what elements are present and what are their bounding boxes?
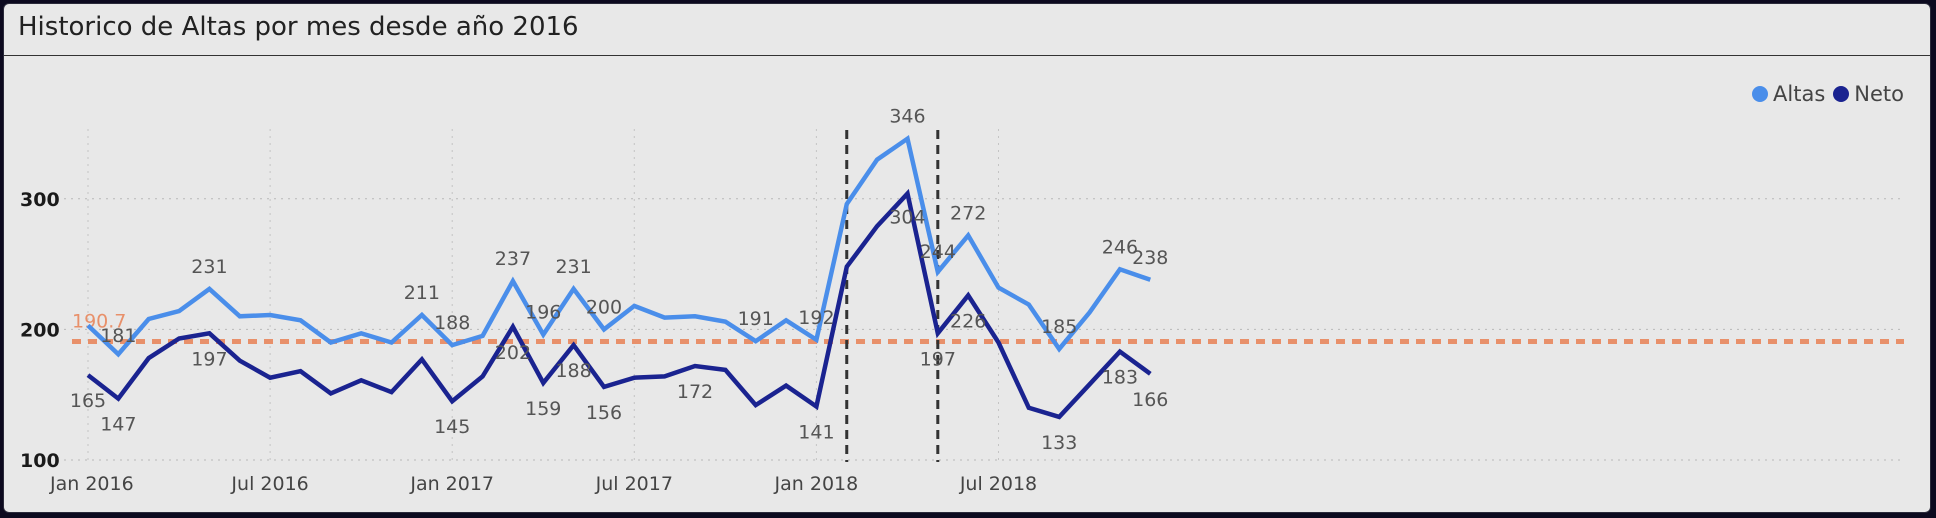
x-tick-label: Jan 2017: [409, 473, 494, 495]
data-label-neto: 166: [1132, 389, 1168, 411]
data-label-altas: 181: [100, 325, 136, 347]
y-tick-label: 300: [20, 189, 60, 211]
x-tick-label: Jan 2018: [774, 473, 859, 495]
data-label-altas: 188: [434, 312, 470, 334]
legend-label-neto: Neto: [1854, 82, 1904, 106]
data-label-neto: 197: [920, 348, 956, 370]
data-label-neto: 226: [950, 310, 986, 332]
data-label-neto: 197: [191, 348, 227, 370]
data-label-altas: 237: [495, 248, 531, 270]
data-label-neto: 133: [1041, 432, 1077, 454]
title-divider: [4, 55, 1930, 56]
chart-title: Historico de Altas por mes desde año 201…: [18, 12, 579, 42]
data-label-neto: 202: [495, 342, 531, 364]
data-label-neto: 159: [525, 398, 561, 420]
chart-legend: Altas Neto: [1752, 82, 1904, 106]
x-tick-label: Jan 2016: [49, 473, 134, 495]
data-label-neto: 156: [586, 402, 622, 424]
reference-line-label: 190.7: [72, 311, 126, 333]
data-label-altas: 346: [889, 106, 925, 128]
data-label-neto: 147: [100, 414, 136, 436]
series-line-neto: [86, 188, 1152, 420]
data-label-neto: 188: [555, 360, 591, 382]
legend-dot-icon: [1752, 86, 1769, 102]
series-line-altas: [86, 134, 1152, 358]
x-tick-label: Jul 2018: [959, 473, 1037, 495]
data-label-altas: 272: [950, 202, 986, 224]
data-label-altas: 192: [798, 307, 834, 329]
data-label-altas: 246: [1102, 236, 1138, 258]
data-label-altas: 231: [191, 256, 227, 278]
data-label-neto: 141: [798, 421, 834, 443]
data-label-altas: 244: [920, 241, 956, 263]
y-tick-label: 100: [20, 450, 60, 472]
y-tick-label: 200: [20, 319, 60, 341]
x-tick-label: Jul 2016: [230, 473, 308, 495]
data-label-altas: 200: [586, 296, 622, 318]
legend-label-altas: Altas: [1773, 82, 1826, 106]
data-label-altas: 211: [404, 282, 440, 304]
data-label-altas: 238: [1132, 247, 1168, 269]
legend-item-altas[interactable]: Altas: [1752, 82, 1825, 106]
legend-item-neto[interactable]: Neto: [1833, 82, 1904, 106]
data-label-altas: 196: [525, 302, 561, 324]
data-label-neto: 183: [1102, 367, 1138, 389]
data-label-altas: 191: [738, 308, 774, 330]
data-label-neto: 165: [70, 390, 106, 412]
data-label-neto: 145: [434, 416, 470, 438]
chart-card: Historico de Altas por mes desde año 201…: [3, 3, 1931, 513]
data-label-altas: 185: [1041, 316, 1077, 338]
legend-dot-icon: [1833, 86, 1850, 102]
data-label-neto: 172: [677, 381, 713, 403]
data-label-altas: 231: [555, 256, 591, 278]
x-tick-label: Jul 2017: [595, 473, 673, 495]
data-label-neto: 304: [889, 207, 925, 229]
line-chart: 100 200 300 Jan 2016 Jul 2016 Jan 2017 Jul 201…: [20, 106, 1904, 495]
